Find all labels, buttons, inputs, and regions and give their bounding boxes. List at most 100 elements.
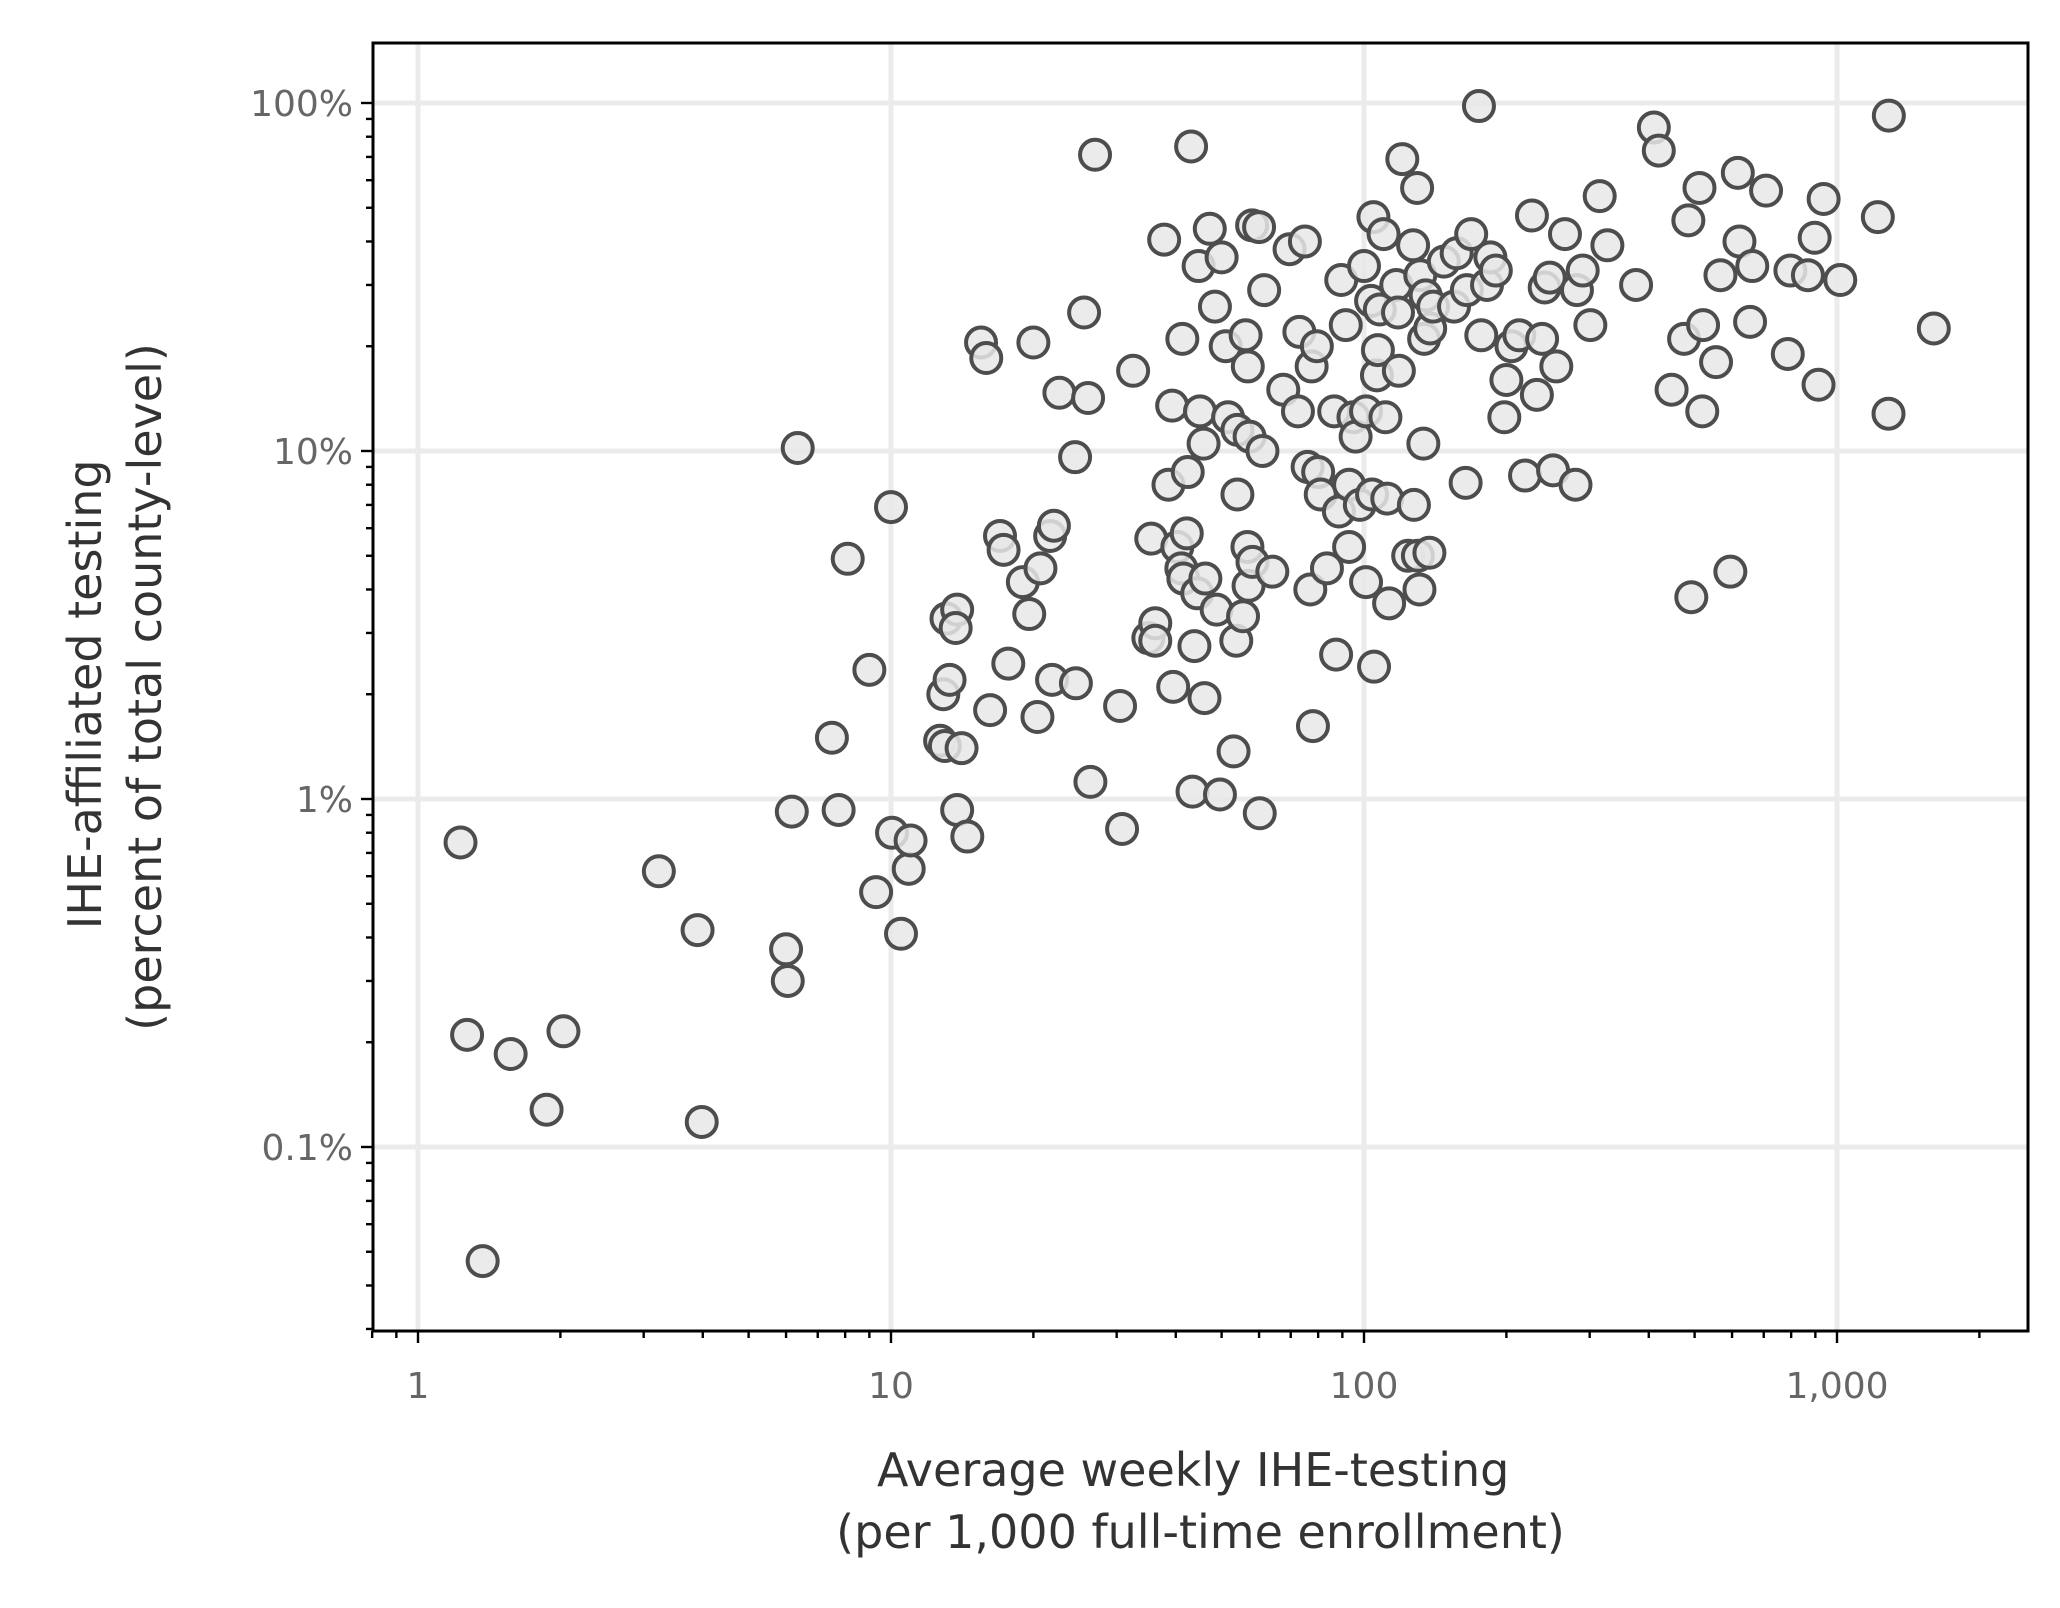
data-point [1182, 394, 1217, 429]
x-tick-label: 100 [1330, 1366, 1399, 1407]
data-point [1328, 308, 1363, 343]
data-point [1169, 516, 1204, 551]
data-point [1197, 289, 1232, 324]
data-point [893, 823, 928, 858]
data-point [1188, 561, 1223, 596]
data-point [1186, 426, 1221, 461]
data-point [1558, 467, 1593, 502]
y-axis-title-line2: (percent of total county-level) [118, 343, 172, 1031]
data-point [1582, 179, 1617, 214]
data-point [1295, 709, 1330, 744]
data-point [1170, 455, 1205, 490]
data-point [1770, 336, 1805, 371]
data-point [1735, 249, 1770, 284]
y-axis-title: IHE-affiliated testing (percent of total… [58, 343, 172, 1031]
data-point [1590, 228, 1625, 263]
data-point [852, 652, 887, 687]
data-point [1860, 200, 1895, 235]
data-point [1797, 220, 1832, 255]
data-point [1806, 181, 1841, 216]
data-point [1156, 669, 1191, 704]
data-point [1396, 487, 1431, 522]
data-point [944, 731, 979, 766]
data-point [684, 1104, 719, 1139]
y-tick-label: 0.1% [262, 1128, 353, 1169]
data-point [1514, 198, 1549, 233]
data-point [1020, 700, 1055, 735]
data-point [859, 875, 894, 910]
x-axis-title-line2: (per 1,000 full-time enrollment) [836, 1505, 1565, 1559]
data-point [884, 916, 919, 951]
data-point [1255, 554, 1290, 589]
data-point [1058, 666, 1093, 701]
data-point [1366, 217, 1401, 252]
data-point [1226, 599, 1261, 634]
data-point [1245, 434, 1280, 468]
data-point [1871, 396, 1906, 431]
data-point [1385, 142, 1420, 177]
data-point [1733, 304, 1768, 339]
data-point [780, 431, 815, 466]
data-point [1230, 349, 1265, 384]
data-point [1347, 249, 1381, 284]
data-point [1187, 681, 1222, 716]
data-point [1402, 572, 1437, 607]
data-point [1461, 89, 1496, 124]
data-point [891, 851, 926, 886]
data-point [991, 646, 1026, 681]
data-point [1448, 465, 1483, 500]
data-point [1565, 253, 1600, 288]
data-point [450, 1017, 485, 1052]
data-point [1406, 426, 1441, 461]
data-point [1202, 777, 1237, 812]
data-point [529, 1092, 564, 1127]
data-point [1175, 774, 1210, 809]
data-point [1412, 535, 1447, 570]
data-point [1357, 649, 1392, 684]
data-point [814, 720, 849, 755]
data-point [830, 541, 865, 576]
data-point [932, 662, 967, 697]
data-point [1573, 308, 1608, 343]
data-point [1703, 258, 1738, 293]
data-point [1674, 580, 1709, 615]
data-point [770, 963, 805, 998]
data-point [1478, 253, 1513, 288]
data-point [1671, 203, 1706, 238]
data-point [821, 792, 856, 827]
data-point [1023, 551, 1058, 586]
y-tick-label: 100% [250, 84, 353, 125]
data-point [1349, 565, 1384, 600]
data-point [973, 693, 1008, 728]
data-point [1332, 529, 1367, 564]
data-point [1036, 508, 1071, 543]
data-point [1319, 637, 1354, 672]
data-point [680, 913, 715, 948]
data-point [1368, 400, 1403, 435]
x-tick-label: 10 [868, 1366, 914, 1407]
data-point [1078, 137, 1113, 172]
data-point [1177, 629, 1212, 664]
x-axis-title-line1: Average weekly IHE-testing [877, 1443, 1509, 1497]
data-point [1067, 295, 1102, 330]
data-point [1228, 318, 1263, 353]
data-point [986, 532, 1021, 567]
data-point [1147, 222, 1182, 257]
data-point [1487, 400, 1522, 435]
data-point [1519, 377, 1554, 412]
x-tick-label: 1 [407, 1366, 430, 1407]
data-point [1685, 394, 1720, 429]
data-point [969, 341, 1004, 376]
data-point [1654, 372, 1689, 407]
plot-frame [371, 41, 2030, 1333]
data-point [1381, 353, 1416, 388]
axis-ticks [361, 101, 1981, 1343]
data-point [1103, 689, 1138, 724]
data-point [1790, 258, 1825, 293]
data-point [1016, 325, 1051, 360]
data-point [546, 1014, 581, 1049]
data-point [1073, 764, 1108, 799]
data-point [1192, 211, 1227, 246]
data-point [1539, 349, 1574, 384]
